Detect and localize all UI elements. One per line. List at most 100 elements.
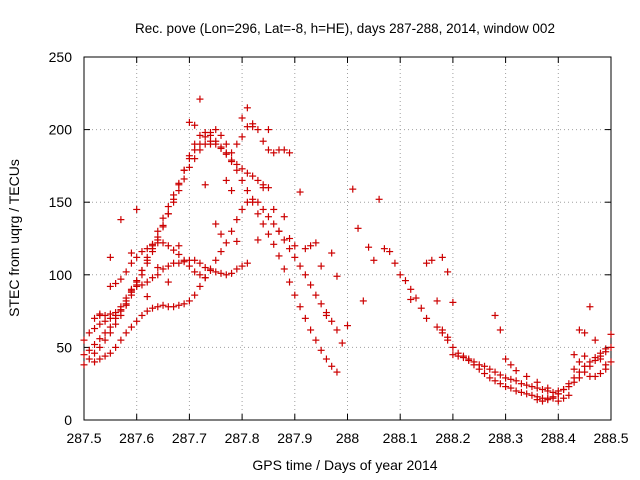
data-point bbox=[201, 133, 209, 141]
data-point bbox=[275, 227, 283, 235]
data-point bbox=[112, 343, 120, 351]
data-point bbox=[233, 140, 241, 148]
data-point bbox=[154, 271, 162, 279]
data-point bbox=[212, 256, 220, 264]
data-point bbox=[296, 303, 304, 311]
data-point bbox=[291, 253, 299, 261]
data-point bbox=[238, 165, 246, 173]
data-point bbox=[349, 185, 357, 193]
data-point bbox=[286, 149, 294, 157]
data-point bbox=[481, 362, 489, 370]
data-point bbox=[570, 365, 578, 373]
y-tick-label: 100 bbox=[49, 267, 73, 283]
data-point bbox=[512, 377, 520, 385]
data-point bbox=[243, 187, 251, 195]
data-point bbox=[333, 272, 341, 280]
data-point bbox=[417, 304, 425, 312]
data-point bbox=[491, 377, 499, 385]
data-point bbox=[170, 303, 178, 311]
data-point bbox=[602, 365, 610, 373]
data-point bbox=[196, 95, 204, 103]
data-point bbox=[280, 265, 288, 273]
data-point bbox=[159, 265, 167, 273]
data-point bbox=[433, 323, 441, 331]
data-point bbox=[191, 268, 199, 276]
data-point bbox=[185, 297, 193, 305]
data-point bbox=[338, 339, 346, 347]
data-point bbox=[175, 259, 183, 267]
data-point bbox=[222, 140, 230, 148]
data-point bbox=[238, 205, 246, 213]
data-point bbox=[170, 246, 178, 254]
x-tick-label: 287.6 bbox=[119, 430, 154, 446]
data-point bbox=[312, 336, 320, 344]
data-point bbox=[85, 329, 93, 337]
data-point bbox=[396, 271, 404, 279]
data-point bbox=[328, 249, 336, 257]
data-point bbox=[143, 293, 151, 301]
data-point bbox=[481, 370, 489, 378]
data-point bbox=[85, 355, 93, 363]
data-point bbox=[301, 245, 309, 253]
data-point bbox=[449, 298, 457, 306]
data-point bbox=[496, 326, 504, 334]
data-point bbox=[423, 314, 431, 322]
data-point bbox=[512, 367, 520, 375]
data-point bbox=[359, 297, 367, 305]
data-point bbox=[512, 387, 520, 395]
data-point bbox=[486, 365, 494, 373]
data-point bbox=[528, 383, 536, 391]
data-point bbox=[333, 368, 341, 376]
data-point bbox=[438, 253, 446, 261]
data-point bbox=[491, 311, 499, 319]
data-point bbox=[96, 320, 104, 328]
data-points bbox=[80, 95, 615, 405]
data-point bbox=[101, 329, 109, 337]
data-point bbox=[159, 239, 167, 247]
data-point bbox=[117, 303, 125, 311]
data-point bbox=[465, 356, 473, 364]
data-point bbox=[254, 126, 262, 134]
data-point bbox=[322, 355, 330, 363]
data-point bbox=[275, 252, 283, 260]
data-point bbox=[175, 301, 183, 309]
data-point bbox=[91, 340, 99, 348]
data-point bbox=[249, 123, 257, 131]
data-point bbox=[127, 249, 135, 257]
data-point bbox=[523, 381, 531, 389]
data-point bbox=[175, 242, 183, 250]
data-point bbox=[243, 104, 251, 112]
data-point bbox=[143, 245, 151, 253]
data-point bbox=[607, 343, 615, 351]
data-point bbox=[143, 307, 151, 315]
data-point bbox=[581, 362, 589, 370]
data-point bbox=[212, 220, 220, 228]
data-point bbox=[291, 291, 299, 299]
data-point bbox=[159, 301, 167, 309]
data-point bbox=[196, 282, 204, 290]
data-point bbox=[164, 210, 172, 218]
data-point bbox=[444, 336, 452, 344]
data-point bbox=[296, 188, 304, 196]
data-point bbox=[164, 262, 172, 270]
data-point bbox=[96, 310, 104, 318]
data-point bbox=[117, 336, 125, 344]
data-point bbox=[180, 175, 188, 183]
x-tick-label: 288.2 bbox=[435, 430, 470, 446]
data-point bbox=[270, 205, 278, 213]
data-point bbox=[301, 271, 309, 279]
data-point bbox=[233, 265, 241, 273]
data-point bbox=[491, 368, 499, 376]
data-point bbox=[206, 129, 214, 137]
data-point bbox=[212, 268, 220, 276]
data-point bbox=[85, 346, 93, 354]
data-point bbox=[180, 256, 188, 264]
data-point bbox=[280, 213, 288, 221]
data-point bbox=[201, 264, 209, 272]
data-point bbox=[270, 220, 278, 228]
data-point bbox=[206, 265, 214, 273]
data-point bbox=[91, 325, 99, 333]
data-point bbox=[549, 394, 557, 402]
y-tick-label: 0 bbox=[64, 412, 72, 428]
data-point bbox=[243, 198, 251, 206]
